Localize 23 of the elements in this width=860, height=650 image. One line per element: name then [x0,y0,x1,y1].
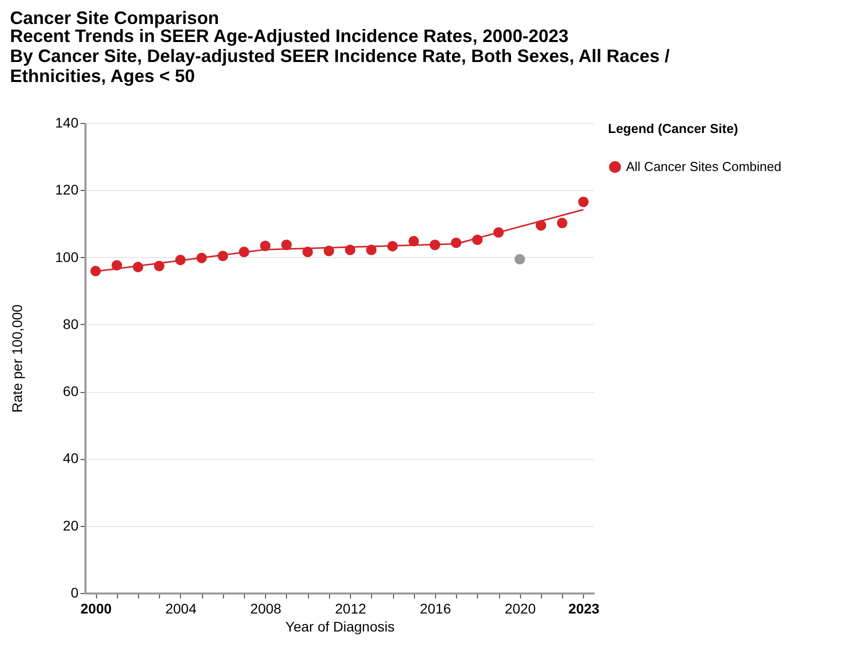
x-tick-label: 2012 [335,600,366,616]
x-tick-label: 2016 [420,600,452,616]
point [556,218,568,228]
y-tick-label: 20 [62,517,79,534]
y-tick-label: 120 [55,182,79,198]
x-tick-label: 2004 [165,600,197,616]
y-tick-label: 0 [70,584,79,600]
x-tick-label: 2023 [568,600,600,616]
point [514,254,526,265]
legend-title: Legend (Cancer Site) [608,121,738,136]
y-tick-label: 60 [62,383,79,400]
point [578,196,589,208]
y-tick-label: 40 [62,450,79,466]
x-tick-label: 2000 [80,600,112,616]
y-axis-title: Rate per 100,000 [9,304,26,413]
chart-title: Cancer Site Comparison [10,8,220,28]
x-tick-label: 2008 [250,600,282,616]
x-tick-label: 2020 [504,600,536,616]
y-tick-label: 140 [55,114,79,130]
y-tick-label: 80 [62,316,79,332]
x-axis-title: Year of Diagnosis [285,618,395,634]
y-tick-label: 100 [55,248,79,265]
legend-label: All Cancer Sites Combined [626,159,782,174]
